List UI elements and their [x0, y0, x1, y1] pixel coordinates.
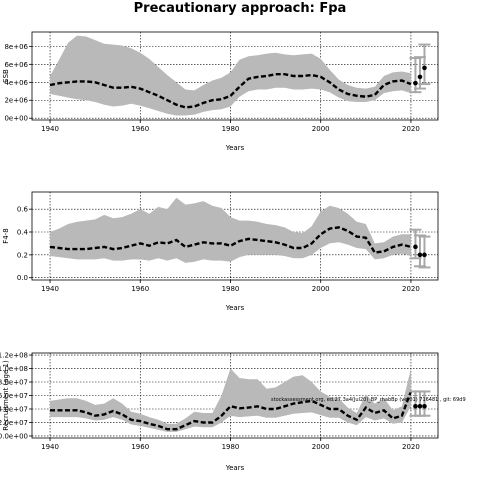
fishing-mortality-x-tick-label: 1940 [41, 285, 59, 293]
fishing-mortality-x-tick-label: 1960 [131, 285, 149, 293]
recruitment-y-tick-label: 6.0e+07 [0, 392, 28, 400]
chart-panels: 1940 1960 1980 2000 2020 0e+00 2e+06 4e+06 6e+06… [0, 31, 439, 472]
ssb-y-axis-label: SSB [2, 69, 10, 83]
recruitment-recent-point [417, 403, 423, 409]
ssb-panel: 1940 1960 1980 2000 2020 0e+00 2e+06 4e+06 6e+06… [2, 31, 439, 152]
recruitment-y-tick-label: 8.0e+07 [0, 379, 28, 387]
ssb-confidence-band [50, 35, 411, 116]
recruitment-y-tick-label: 1.2e+08 [0, 352, 28, 360]
ssb-x-tick-label: 1940 [41, 125, 59, 133]
recruitment-y-axis-label: Recruitment (age 1) [2, 360, 10, 431]
figure-title: Precautionary approach: Fpa [134, 1, 347, 16]
ssb-recent-point [422, 65, 427, 71]
ssb-x-tick-label: 1980 [222, 125, 240, 133]
recruitment-recent-point [422, 403, 427, 409]
ssb-x-tick-label: 2020 [402, 125, 420, 133]
recruitment-x-tick-label: 1940 [41, 443, 59, 451]
recruitment-x-tick-label: 2020 [402, 443, 420, 451]
fishing-mortality-x-tick-label: 1980 [222, 285, 240, 293]
fishing-mortality-panel: 1940 1960 1980 2000 2020 0.0 0.2 0.4 0.6 Years F4-… [2, 191, 439, 312]
fishing-mortality-recent-point [413, 244, 418, 250]
fishing-mortality-recent-point [417, 252, 423, 258]
recruitment-estimate-line [50, 391, 413, 431]
fishing-mortality-estimate-line [49, 226, 412, 254]
fishing-mortality-axes-frame [31, 191, 439, 281]
ssb-y-tick-label: 4e+06 [4, 79, 28, 87]
fishing-mortality-y-tick-label: 0.2 [17, 251, 28, 259]
recruitment-x-axis-label: Years [225, 464, 245, 472]
version-stamp: stockassessment.org, ed.27.3a4(Jul20)_BP… [271, 397, 466, 403]
ssb-y-tick-label: 0e+00 [4, 115, 28, 123]
fishing-mortality-y-tick-label: 0.4 [17, 229, 29, 237]
ssb-axes-frame [31, 31, 439, 121]
fishing-mortality-x-tick-label: 2020 [402, 285, 420, 293]
fishing-mortality-confidence-band [50, 197, 411, 263]
recruitment-y-tick-label: 4.0e+07 [0, 405, 28, 413]
recruitment-x-tick-label: 1980 [222, 443, 240, 451]
fishing-mortality-y-tick-label: 0.0 [17, 274, 28, 282]
ssb-y-tick-label: 2e+06 [4, 97, 28, 105]
fishing-mortality-recent-point [422, 252, 427, 258]
ssb-recent-point [413, 80, 418, 86]
ssb-x-axis-label: Years [225, 144, 245, 152]
ssb-recent-point [417, 74, 423, 80]
ssb-x-tick-label: 2000 [312, 125, 330, 133]
ssb-y-tick-label: 8e+06 [4, 43, 28, 51]
ssb-x-tick-label: 1960 [131, 125, 149, 133]
recruitment-confidence-band [50, 368, 411, 432]
ssb-estimate-line [49, 73, 412, 109]
recruitment-y-tick-label: 0.0e+00 [0, 432, 28, 440]
recruitment-x-tick-label: 2000 [312, 443, 330, 451]
recruitment-panel: 1940 1960 1980 2000 2020 0.0e+00 2.0e+07 4.0e+0… [0, 352, 439, 472]
recruitment-x-tick-label: 1960 [131, 443, 149, 451]
recruitment-y-tick-label: 1.0e+08 [0, 365, 28, 373]
fishing-mortality-y-tick-label: 0.6 [17, 206, 29, 214]
fishing-mortality-x-axis-label: Years [225, 304, 245, 312]
fishing-mortality-y-axis-label: F4-8 [2, 228, 10, 243]
recruitment-recent-point [413, 403, 418, 409]
recruitment-y-tick-label: 2.0e+07 [0, 419, 28, 427]
fishing-mortality-x-tick-label: 2000 [312, 285, 330, 293]
ssb-y-tick-label: 6e+06 [4, 61, 28, 69]
